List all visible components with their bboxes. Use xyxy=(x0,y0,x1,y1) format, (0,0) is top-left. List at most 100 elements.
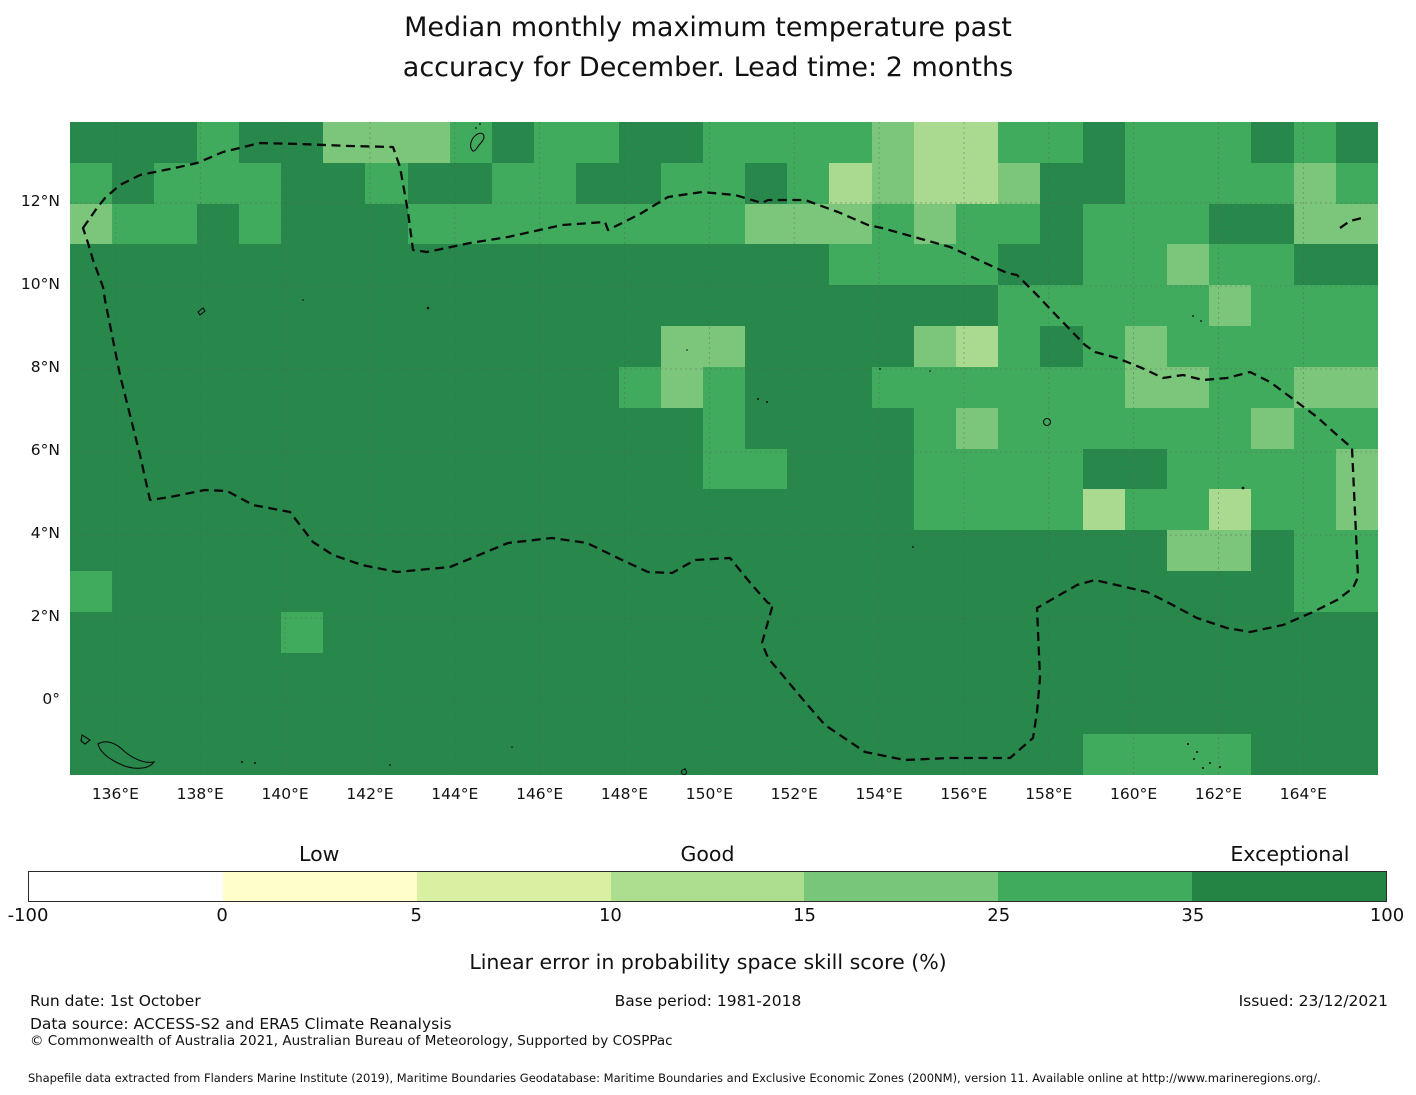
map-cell xyxy=(1335,530,1378,571)
shapefile-note-text: Shapefile data extracted from Flanders M… xyxy=(28,1071,1321,1085)
map-cell xyxy=(956,366,999,408)
map-cell xyxy=(660,734,703,775)
map-cell xyxy=(280,611,324,653)
map-cell xyxy=(1124,366,1168,408)
map-cell xyxy=(787,611,830,653)
map-cell xyxy=(1124,734,1168,775)
issued-date-text: Issued: 23/12/2021 xyxy=(1238,992,1388,1010)
map-cell xyxy=(702,326,746,367)
map-cell xyxy=(829,244,872,286)
map-cell xyxy=(745,652,788,694)
map-cell xyxy=(70,734,113,775)
x-tick-label: 152°E xyxy=(770,785,818,803)
map-cell xyxy=(956,244,999,286)
map-cell xyxy=(407,122,450,163)
map-cell xyxy=(154,448,197,490)
map-cell xyxy=(871,530,914,571)
map-cell xyxy=(787,244,830,286)
map-cell xyxy=(787,366,830,408)
map-cell xyxy=(407,366,450,408)
map-cell xyxy=(323,285,366,327)
map-cell xyxy=(998,244,1041,286)
map-cell xyxy=(154,489,197,531)
map-cell xyxy=(576,570,619,612)
map-cell xyxy=(70,448,113,490)
map-cell xyxy=(1040,326,1083,367)
map-cell xyxy=(1335,162,1378,204)
map-cell xyxy=(534,326,577,367)
map-cell xyxy=(956,448,999,490)
map-cell xyxy=(1040,693,1083,735)
map-cell xyxy=(618,326,661,367)
map-cell xyxy=(1209,203,1252,245)
map-cell xyxy=(534,489,577,531)
map-cell xyxy=(491,366,535,408)
map-cell xyxy=(238,407,281,449)
map-cell xyxy=(1209,570,1252,612)
map-cell xyxy=(112,570,155,612)
y-tick-label: 10°N xyxy=(20,274,60,293)
x-tick-label: 142°E xyxy=(346,785,394,803)
map-cell xyxy=(1167,407,1210,449)
map-cell xyxy=(407,162,450,204)
map-cell xyxy=(913,530,957,571)
map-cell xyxy=(702,244,746,286)
map-cell xyxy=(998,530,1041,571)
map-cell xyxy=(407,611,450,653)
map-cell xyxy=(196,407,239,449)
map-cell xyxy=(871,162,914,204)
map-cell xyxy=(407,285,450,327)
map-cell xyxy=(1209,611,1252,653)
map-cell xyxy=(660,244,703,286)
map-cell xyxy=(491,530,535,571)
colorbar-tick-label: 25 xyxy=(987,905,1011,926)
map-cell xyxy=(323,530,366,571)
map-cell xyxy=(238,530,281,571)
map-cell xyxy=(280,570,324,612)
map-cell xyxy=(829,734,872,775)
map-cell xyxy=(1293,326,1336,367)
map-cell xyxy=(1209,285,1252,327)
map-cell xyxy=(1082,122,1125,163)
map-cell xyxy=(534,162,577,204)
map-cell xyxy=(196,570,239,612)
x-tick-label: 156°E xyxy=(940,785,988,803)
map-cell xyxy=(449,611,492,653)
map-cell xyxy=(998,326,1041,367)
map-cell xyxy=(534,285,577,327)
map-cell xyxy=(787,407,830,449)
map-cell xyxy=(1082,489,1125,531)
map-cell xyxy=(491,407,535,449)
map-cell xyxy=(871,734,914,775)
base-period-text: Base period: 1981-2018 xyxy=(614,992,802,1010)
map-cell xyxy=(956,611,999,653)
map-cell xyxy=(449,326,492,367)
map-cell xyxy=(70,244,113,286)
map-cell xyxy=(534,366,577,408)
map-cell xyxy=(449,244,492,286)
map-cell xyxy=(1335,611,1378,653)
map-cell xyxy=(745,734,788,775)
map-cell xyxy=(871,570,914,612)
map-cell xyxy=(534,693,577,735)
map-cell xyxy=(1167,285,1210,327)
map-cell xyxy=(1251,530,1294,571)
map-cell xyxy=(745,162,788,204)
map-cell xyxy=(1209,407,1252,449)
map-cell xyxy=(449,530,492,571)
map-cell xyxy=(1209,530,1252,571)
map-cell xyxy=(913,448,957,490)
map-cell xyxy=(871,611,914,653)
map-cell xyxy=(1209,734,1252,775)
map-cell xyxy=(112,693,155,735)
map-cell xyxy=(112,203,155,245)
map-cell xyxy=(365,285,408,327)
map-cell xyxy=(702,203,746,245)
map-cell xyxy=(70,489,113,531)
map-cell xyxy=(1209,162,1252,204)
x-tick-label: 140°E xyxy=(261,785,309,803)
map-cell xyxy=(1251,734,1294,775)
x-tick-label: 162°E xyxy=(1194,785,1243,803)
map-cell xyxy=(491,611,535,653)
map-cell xyxy=(787,652,830,694)
